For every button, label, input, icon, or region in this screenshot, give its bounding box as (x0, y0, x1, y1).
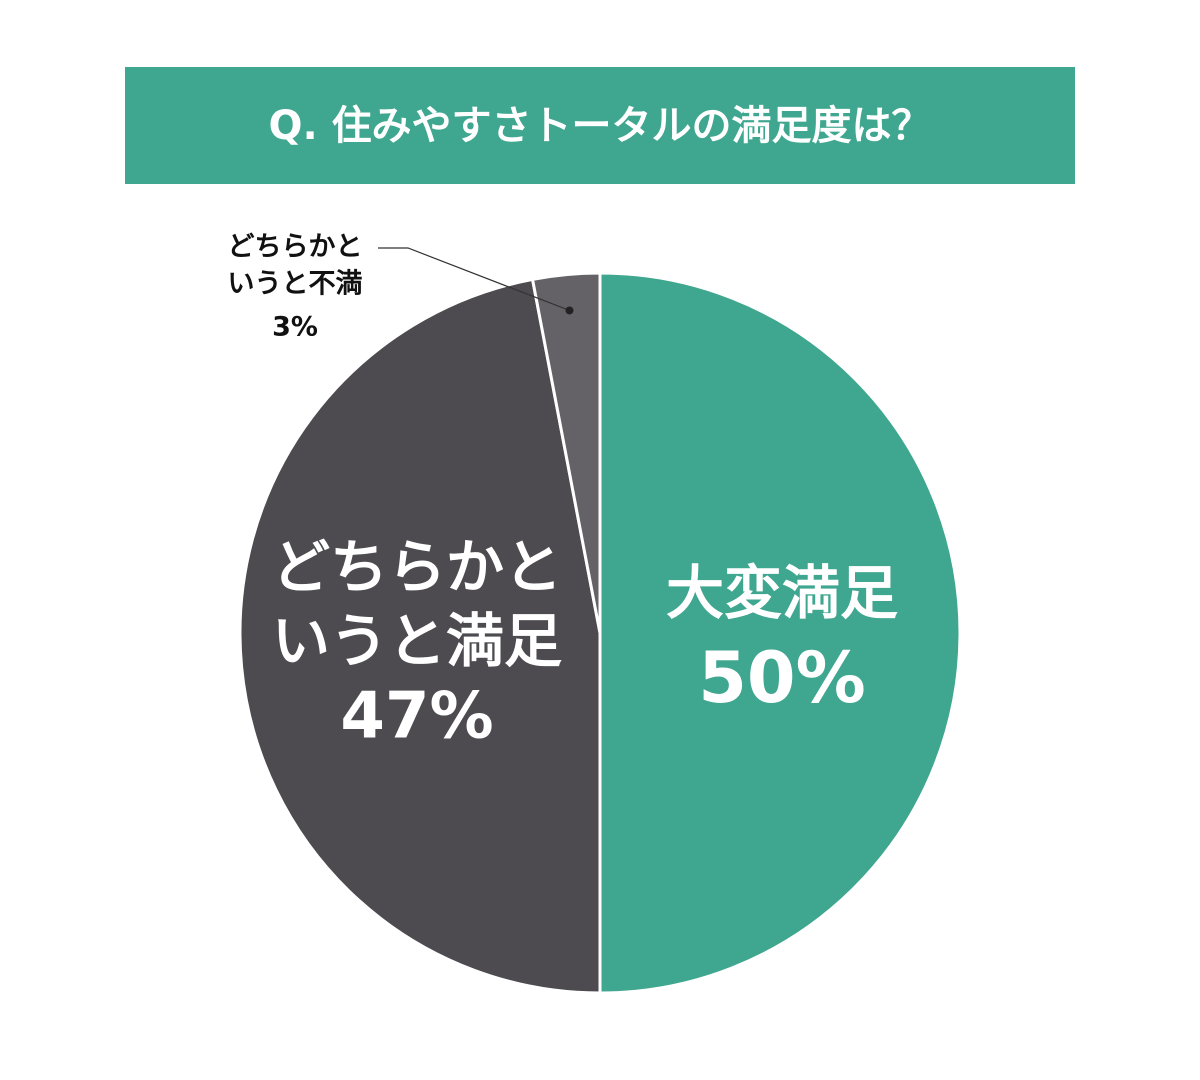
chart-title: Q. 住みやすさトータルの満足度は？ (268, 103, 931, 149)
pie-slice (598, 271, 962, 995)
slice-label: 大変満足 (666, 559, 898, 627)
value-label: 50% (698, 637, 866, 719)
slice-label: どちらかと (272, 533, 562, 601)
value-label: 3% (272, 312, 318, 343)
slice-label: いうと満足 (272, 607, 562, 675)
slice-label: いうと不満 (228, 269, 363, 300)
pie-slice (238, 277, 602, 995)
leader-dot (565, 306, 574, 315)
slice-label: どちらかと (228, 232, 363, 263)
value-label: 47% (340, 680, 493, 754)
title-bar (125, 67, 1075, 184)
leader-line (378, 247, 570, 311)
pie-slice (530, 271, 602, 634)
